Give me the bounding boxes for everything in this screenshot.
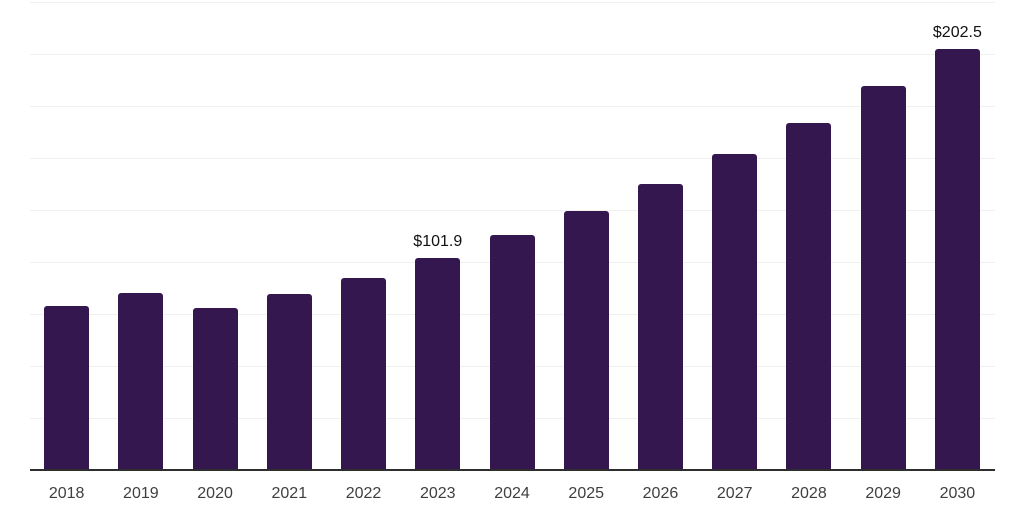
- bar-2019: [118, 293, 164, 470]
- x-tick-label-2024: 2024: [494, 485, 530, 502]
- gridline: [29, 105, 995, 107]
- x-tick-label-2021: 2021: [271, 485, 308, 502]
- gridline: [29, 1, 995, 3]
- x-tick-label-2028: 2028: [791, 485, 827, 502]
- bar-2024: [489, 235, 535, 470]
- x-tick-label-2020: 2020: [197, 485, 233, 502]
- x-tick-label-2025: 2025: [568, 485, 605, 502]
- bar-2030: [934, 48, 980, 470]
- x-tick-label-2027: 2027: [716, 485, 753, 502]
- bar-value-label-2030: $202.5: [932, 23, 982, 41]
- bar-2020: [192, 308, 238, 470]
- bar-value-label-2023: $101.9: [413, 232, 463, 250]
- x-tick-label-2019: 2019: [123, 485, 159, 502]
- bar-2023: [415, 257, 461, 470]
- x-tick-label-2018: 2018: [48, 485, 85, 502]
- bar-2018: [44, 305, 90, 470]
- x-tick-label-2023: 2023: [419, 485, 456, 502]
- x-tick-label-2022: 2022: [345, 485, 382, 502]
- bar-2029: [860, 86, 906, 470]
- bar-2027: [712, 154, 758, 470]
- x-tick-label-2029: 2029: [865, 485, 901, 502]
- gridline: [29, 53, 995, 55]
- bar-2021: [266, 293, 312, 470]
- gridline: [29, 209, 995, 211]
- bar-2025: [563, 211, 609, 470]
- bar-2022: [341, 277, 387, 470]
- bar-2028: [786, 123, 832, 470]
- x-tick-label-2030: 2030: [939, 485, 976, 502]
- bar-2026: [637, 184, 683, 470]
- gridline: [29, 157, 995, 159]
- x-axis-baseline: [29, 468, 995, 471]
- x-tick-label-2026: 2026: [642, 485, 679, 502]
